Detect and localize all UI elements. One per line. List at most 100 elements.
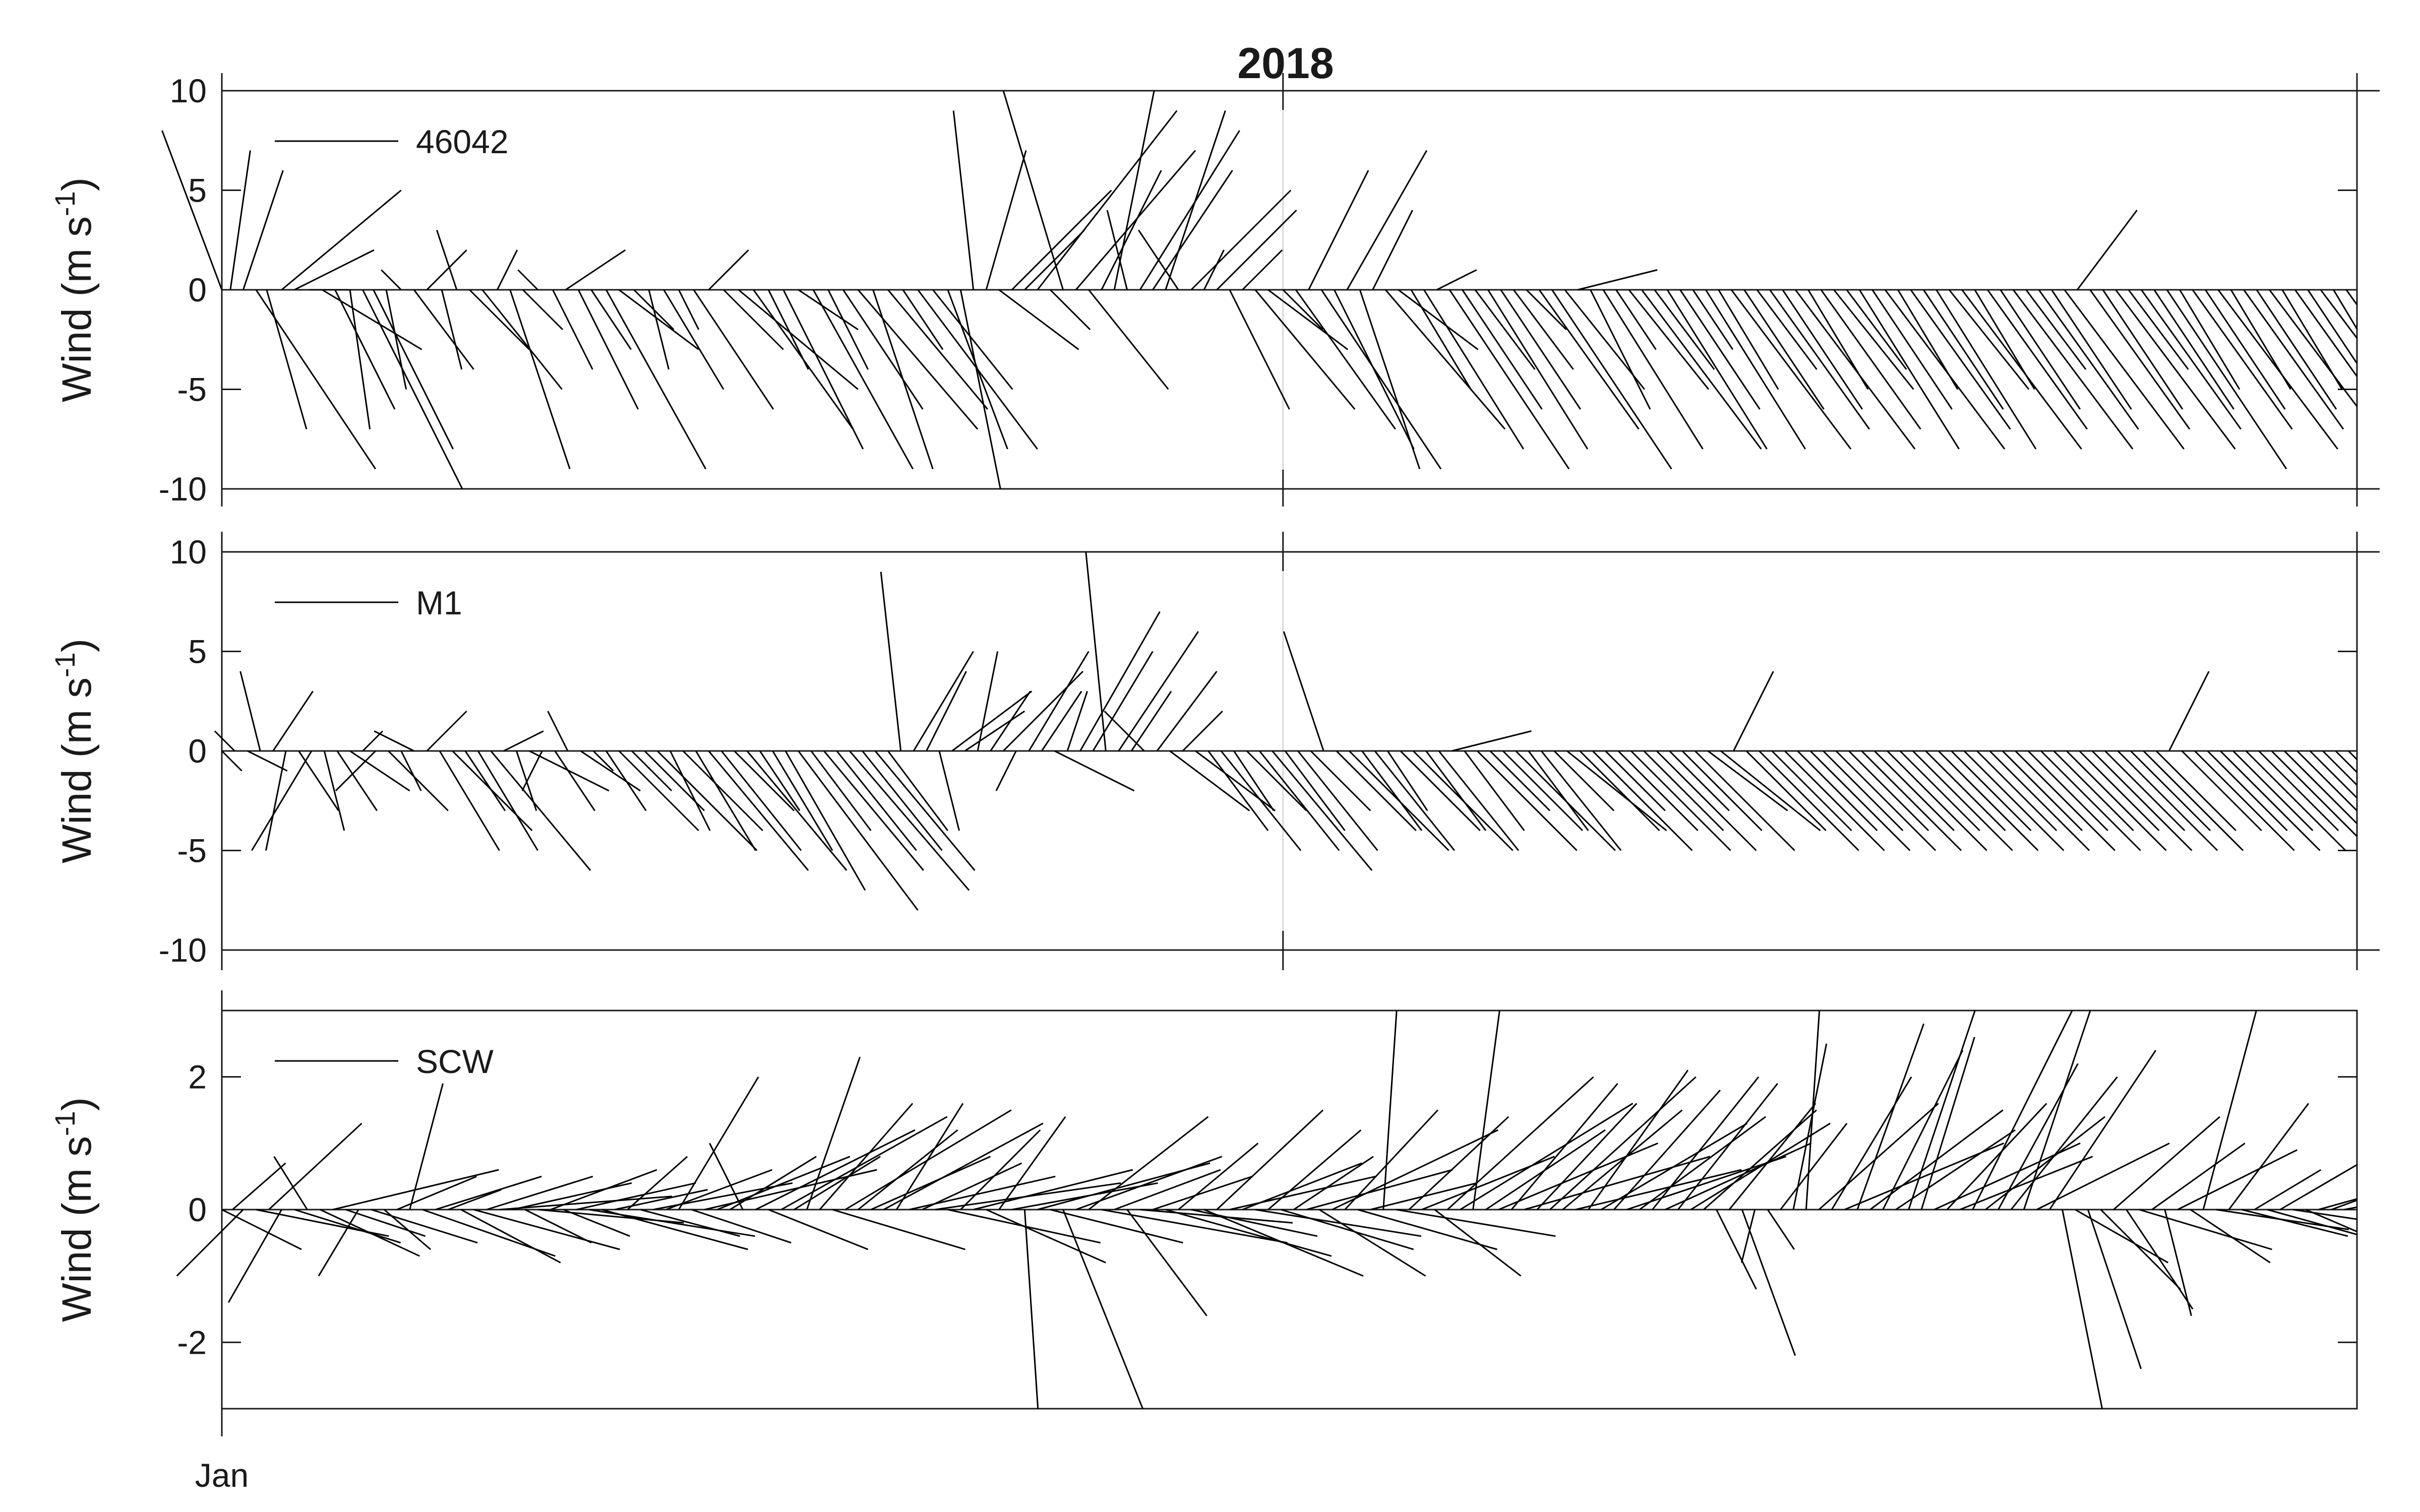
wind-stick [1695,750,1795,851]
wind-stick [1538,289,1640,430]
wind-stick [1756,289,1818,370]
wind-stick [794,1156,881,1211]
wind-stick [2164,1209,2192,1316]
legend-label: SCW [416,1043,494,1080]
wind-stick [547,711,569,751]
wind-stick [1613,1090,1721,1210]
wind-stick [998,1116,1066,1210]
wind-stick [1615,289,1657,350]
wind-stick [1935,289,2037,450]
wind-stick [1848,750,1929,832]
wind-stick [1551,289,1672,470]
wind-stick [1639,1116,1767,1211]
wind-stick [964,710,1025,752]
wind-stick [1396,1209,1556,1237]
wind-stick [2051,289,2132,410]
wind-stick [580,750,641,792]
wind-stick [385,289,407,390]
wind-stick [648,289,670,370]
wind-stick [563,1209,630,1237]
wind-stick [1577,269,1658,291]
wind-stick [1242,249,1283,291]
wind-stick [1871,289,1953,410]
wind-stick [2036,1142,2170,1211]
wind-stick [709,1143,744,1210]
legend-label: 46042 [416,123,509,160]
wind-stick [2245,750,2346,851]
wind-stick [550,1169,657,1211]
wind-stick [708,249,749,291]
wind-stick [922,1162,1022,1211]
wind-stick [1951,750,2032,832]
wind-stick [2130,750,2211,832]
wind-stick [1895,1129,2016,1211]
wind-stick [1336,750,1417,832]
wind-stick [666,1169,773,1211]
wind-stick [2348,750,2358,760]
wind-stick [1487,289,1589,450]
wind-stick [738,289,859,390]
wind-stick [1062,1209,1143,1409]
wind-stick [318,1209,359,1277]
wind-stick [1306,1169,1453,1211]
wind-stick [1203,249,1225,290]
wind-stick [273,1156,308,1210]
wind-stick [1139,130,1240,290]
wind-stick [1553,750,1615,811]
wind-stick [1959,1156,2093,1211]
wind-stick [618,289,699,350]
wind-stick [693,289,774,410]
wind-stick [1085,551,1107,751]
wind-stick [1718,289,1779,390]
wind-stick [1114,1169,1221,1211]
wind-stick [2089,289,2191,430]
wind-stick [1728,1103,1817,1210]
wind-stick [2079,750,2160,832]
wind-stick [1833,289,1914,390]
wind-stick [477,750,538,851]
wind-stick [1512,289,1574,370]
wind-stick [1344,1109,1438,1211]
wind-stick [2104,750,2186,832]
wind-stick [388,750,449,811]
wind-stick [2151,1143,2246,1211]
wind-stick [998,289,1079,350]
sticks-group [214,551,2358,911]
wind-stick [1590,289,1651,410]
wind-stick [1361,750,1423,831]
wind-stick [947,289,1008,450]
wind-stick [1281,1209,1414,1250]
wind-stick [723,289,784,350]
wind-stick [2181,750,2262,832]
wind-stick [2025,289,2087,370]
wind-stick [1856,1023,1925,1210]
y-tick-label: 0 [188,1191,207,1228]
wind-stick [332,1169,499,1211]
wind-stick [1549,1076,1697,1211]
wind-stick [1643,750,1724,832]
wind-stick [1897,289,1959,390]
wind-stick [2053,750,2134,832]
wind-stick [1500,289,1582,410]
wind-stick [509,289,571,469]
wind-stick [1601,1122,1748,1211]
y-tick-label: -10 [159,931,207,969]
wind-stick [2190,1209,2271,1264]
wind-stick [2318,1198,2357,1211]
wind-stick [373,289,454,450]
wind-stick [1092,651,1154,751]
wind-stick [926,671,967,751]
wind-stick [1156,671,1218,751]
wind-stick [784,750,866,891]
wind-stick [1985,1116,2106,1211]
wind-stick [2279,1164,2357,1211]
wind-stick [2128,289,2189,370]
wind-stick [1334,289,1415,450]
wind-stick [1028,651,1090,751]
wind-stick [499,1195,673,1211]
y-axis-label: Wind (m s-1) [49,1097,100,1322]
wind-stick [2139,1209,2272,1250]
wind-stick [1536,1103,1638,1211]
wind-stick [1295,289,1396,430]
